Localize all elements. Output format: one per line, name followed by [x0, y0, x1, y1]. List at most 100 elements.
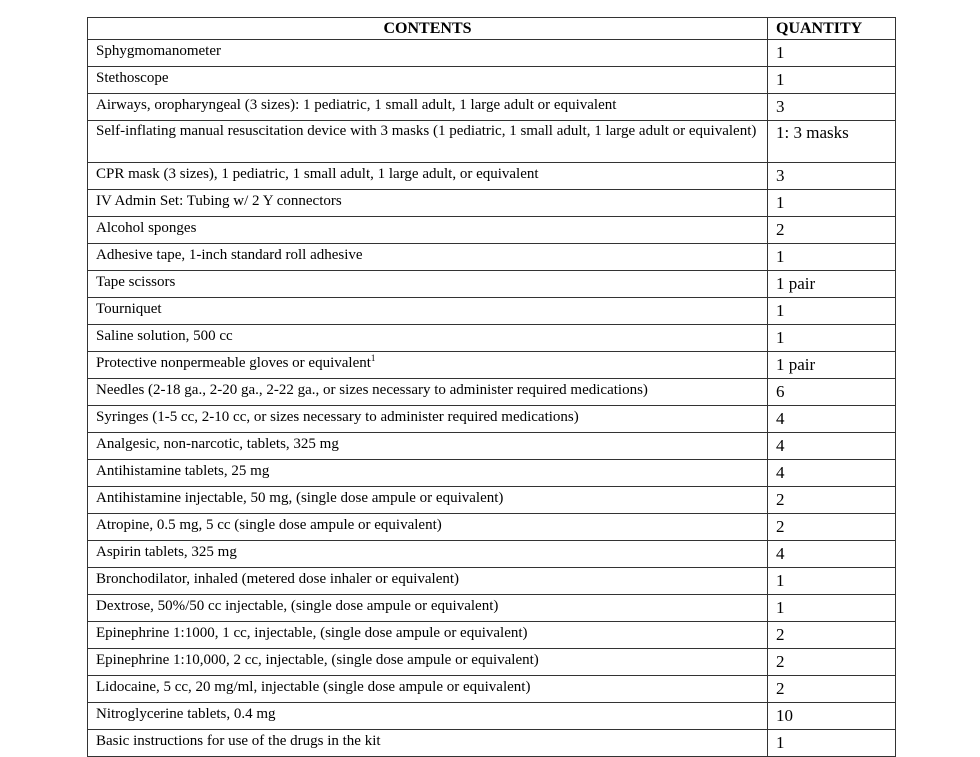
quantity-cell: 4 — [767, 432, 896, 460]
contents-cell: Basic instructions for use of the drugs … — [87, 729, 768, 757]
contents-text: Sphygmomanometer — [96, 43, 221, 59]
table-row: Epinephrine 1:1000, 1 cc, injectable, (s… — [87, 621, 896, 649]
header-row: CONTENTS QUANTITY — [87, 17, 896, 40]
quantity-cell: 1 — [767, 297, 896, 325]
contents-cell: Protective nonpermeable gloves or equiva… — [87, 351, 768, 379]
contents-text: Epinephrine 1:1000, 1 cc, injectable, (s… — [96, 625, 528, 641]
contents-cell: Antihistamine tablets, 25 mg — [87, 459, 768, 487]
contents-cell: Dextrose, 50%/50 cc injectable, (single … — [87, 594, 768, 622]
quantity-cell: 2 — [767, 486, 896, 514]
contents-cell: Tourniquet — [87, 297, 768, 325]
table-row: Aspirin tablets, 325 mg 4 — [87, 540, 896, 568]
contents-text: IV Admin Set: Tubing w/ 2 Y connectors — [96, 193, 342, 209]
contents-text: Saline solution, 500 cc — [96, 328, 233, 344]
contents-text: Syringes (1-5 cc, 2-10 cc, or sizes nece… — [96, 409, 579, 425]
quantity-cell: 1 — [767, 729, 896, 757]
contents-cell: Lidocaine, 5 cc, 20 mg/ml, injectable (s… — [87, 675, 768, 703]
table-row: Self-inflating manual resuscitation devi… — [87, 120, 896, 163]
footnote-marker: 1 — [370, 353, 376, 363]
contents-text: Protective nonpermeable gloves or equiva… — [96, 355, 371, 371]
contents-text: Nitroglycerine tablets, 0.4 mg — [96, 706, 276, 722]
quantity-cell: 6 — [767, 378, 896, 406]
table-row: Epinephrine 1:10,000, 2 cc, injectable, … — [87, 648, 896, 676]
contents-cell: Alcohol sponges — [87, 216, 768, 244]
table-row: Lidocaine, 5 cc, 20 mg/ml, injectable (s… — [87, 675, 896, 703]
contents-cell: Needles (2-18 ga., 2-20 ga., 2-22 ga., o… — [87, 378, 768, 406]
quantity-cell: 3 — [767, 93, 896, 121]
contents-text: Adhesive tape, 1-inch standard roll adhe… — [96, 247, 363, 263]
table-row: Airways, oropharyngeal (3 sizes): 1 pedi… — [87, 93, 896, 121]
table-row: Analgesic, non-narcotic, tablets, 325 mg… — [87, 432, 896, 460]
contents-text: Tape scissors — [96, 274, 176, 290]
contents-text: Atropine, 0.5 mg, 5 cc (single dose ampu… — [96, 517, 442, 533]
table-row: Syringes (1-5 cc, 2-10 cc, or sizes nece… — [87, 405, 896, 433]
table-row: Tape scissors 1 pair — [87, 270, 896, 298]
contents-text: Lidocaine, 5 cc, 20 mg/ml, injectable (s… — [96, 679, 531, 695]
table-row: Basic instructions for use of the drugs … — [87, 729, 896, 757]
table-row: Tourniquet 1 — [87, 297, 896, 325]
contents-cell: IV Admin Set: Tubing w/ 2 Y connectors — [87, 189, 768, 217]
contents-text: Epinephrine 1:10,000, 2 cc, injectable, … — [96, 652, 539, 668]
quantity-cell: 1 — [767, 243, 896, 271]
contents-cell: Syringes (1-5 cc, 2-10 cc, or sizes nece… — [87, 405, 768, 433]
contents-table: CONTENTS QUANTITY Sphygmomanometer 1 Steth… — [87, 17, 896, 757]
quantity-cell: 1: 3 masks — [767, 120, 896, 163]
contents-cell: CPR mask (3 sizes), 1 pediatric, 1 small… — [87, 162, 768, 190]
contents-cell: Analgesic, non-narcotic, tablets, 325 mg — [87, 432, 768, 460]
table-row: Antihistamine tablets, 25 mg 4 — [87, 459, 896, 487]
quantity-cell: 4 — [767, 459, 896, 487]
table-row: Needles (2-18 ga., 2-20 ga., 2-22 ga., o… — [87, 378, 896, 406]
quantity-cell: 2 — [767, 675, 896, 703]
table-row: Sphygmomanometer 1 — [87, 39, 896, 67]
contents-text: Stethoscope — [96, 70, 169, 86]
contents-cell: Bronchodilator, inhaled (metered dose in… — [87, 567, 768, 595]
quantity-cell: 1 pair — [767, 270, 896, 298]
contents-text: Self-inflating manual resuscitation devi… — [96, 123, 757, 139]
contents-text: Tourniquet — [96, 301, 162, 317]
contents-cell: Atropine, 0.5 mg, 5 cc (single dose ampu… — [87, 513, 768, 541]
contents-text: Analgesic, non-narcotic, tablets, 325 mg — [96, 436, 339, 452]
table-row: Stethoscope 1 — [87, 66, 896, 94]
contents-cell: Epinephrine 1:10,000, 2 cc, injectable, … — [87, 648, 768, 676]
quantity-cell: 2 — [767, 513, 896, 541]
contents-cell: Stethoscope — [87, 66, 768, 94]
quantity-cell: 1 pair — [767, 351, 896, 379]
contents-cell: Airways, oropharyngeal (3 sizes): 1 pedi… — [87, 93, 768, 121]
contents-cell: Antihistamine injectable, 50 mg, (single… — [87, 486, 768, 514]
contents-text: Airways, oropharyngeal (3 sizes): 1 pedi… — [96, 97, 617, 113]
quantity-cell: 1 — [767, 567, 896, 595]
contents-text: Needles (2-18 ga., 2-20 ga., 2-22 ga., o… — [96, 382, 648, 398]
quantity-cell: 1 — [767, 66, 896, 94]
contents-cell: Saline solution, 500 cc — [87, 324, 768, 352]
quantity-cell: 1 — [767, 324, 896, 352]
contents-text: Antihistamine injectable, 50 mg, (single… — [96, 490, 504, 506]
table-row: Atropine, 0.5 mg, 5 cc (single dose ampu… — [87, 513, 896, 541]
contents-text: Bronchodilator, inhaled (metered dose in… — [96, 571, 460, 587]
contents-header: CONTENTS — [87, 17, 768, 40]
table-row: Saline solution, 500 cc 1 — [87, 324, 896, 352]
table-row: IV Admin Set: Tubing w/ 2 Y connectors 1 — [87, 189, 896, 217]
table-row: Adhesive tape, 1-inch standard roll adhe… — [87, 243, 896, 271]
table-row: Alcohol sponges 2 — [87, 216, 896, 244]
contents-cell: Nitroglycerine tablets, 0.4 mg — [87, 702, 768, 730]
quantity-cell: 3 — [767, 162, 896, 190]
table-row: Protective nonpermeable gloves or equiva… — [87, 351, 896, 379]
contents-text: Aspirin tablets, 325 mg — [96, 544, 237, 560]
contents-text: Dextrose, 50%/50 cc injectable, (single … — [96, 598, 499, 614]
quantity-cell: 4 — [767, 540, 896, 568]
quantity-cell: 2 — [767, 648, 896, 676]
contents-text: Antihistamine tablets, 25 mg — [96, 463, 270, 479]
table-row: Nitroglycerine tablets, 0.4 mg 10 — [87, 702, 896, 730]
quantity-cell: 2 — [767, 621, 896, 649]
contents-cell: Epinephrine 1:1000, 1 cc, injectable, (s… — [87, 621, 768, 649]
contents-text: Basic instructions for use of the drugs … — [96, 733, 381, 749]
contents-text: CPR mask (3 sizes), 1 pediatric, 1 small… — [96, 166, 539, 182]
quantity-header: QUANTITY — [767, 17, 896, 40]
table-row: CPR mask (3 sizes), 1 pediatric, 1 small… — [87, 162, 896, 190]
table-row: Antihistamine injectable, 50 mg, (single… — [87, 486, 896, 514]
quantity-cell: 1 — [767, 594, 896, 622]
contents-cell: Adhesive tape, 1-inch standard roll adhe… — [87, 243, 768, 271]
contents-cell: Tape scissors — [87, 270, 768, 298]
quantity-cell: 4 — [767, 405, 896, 433]
contents-cell: Sphygmomanometer — [87, 39, 768, 67]
